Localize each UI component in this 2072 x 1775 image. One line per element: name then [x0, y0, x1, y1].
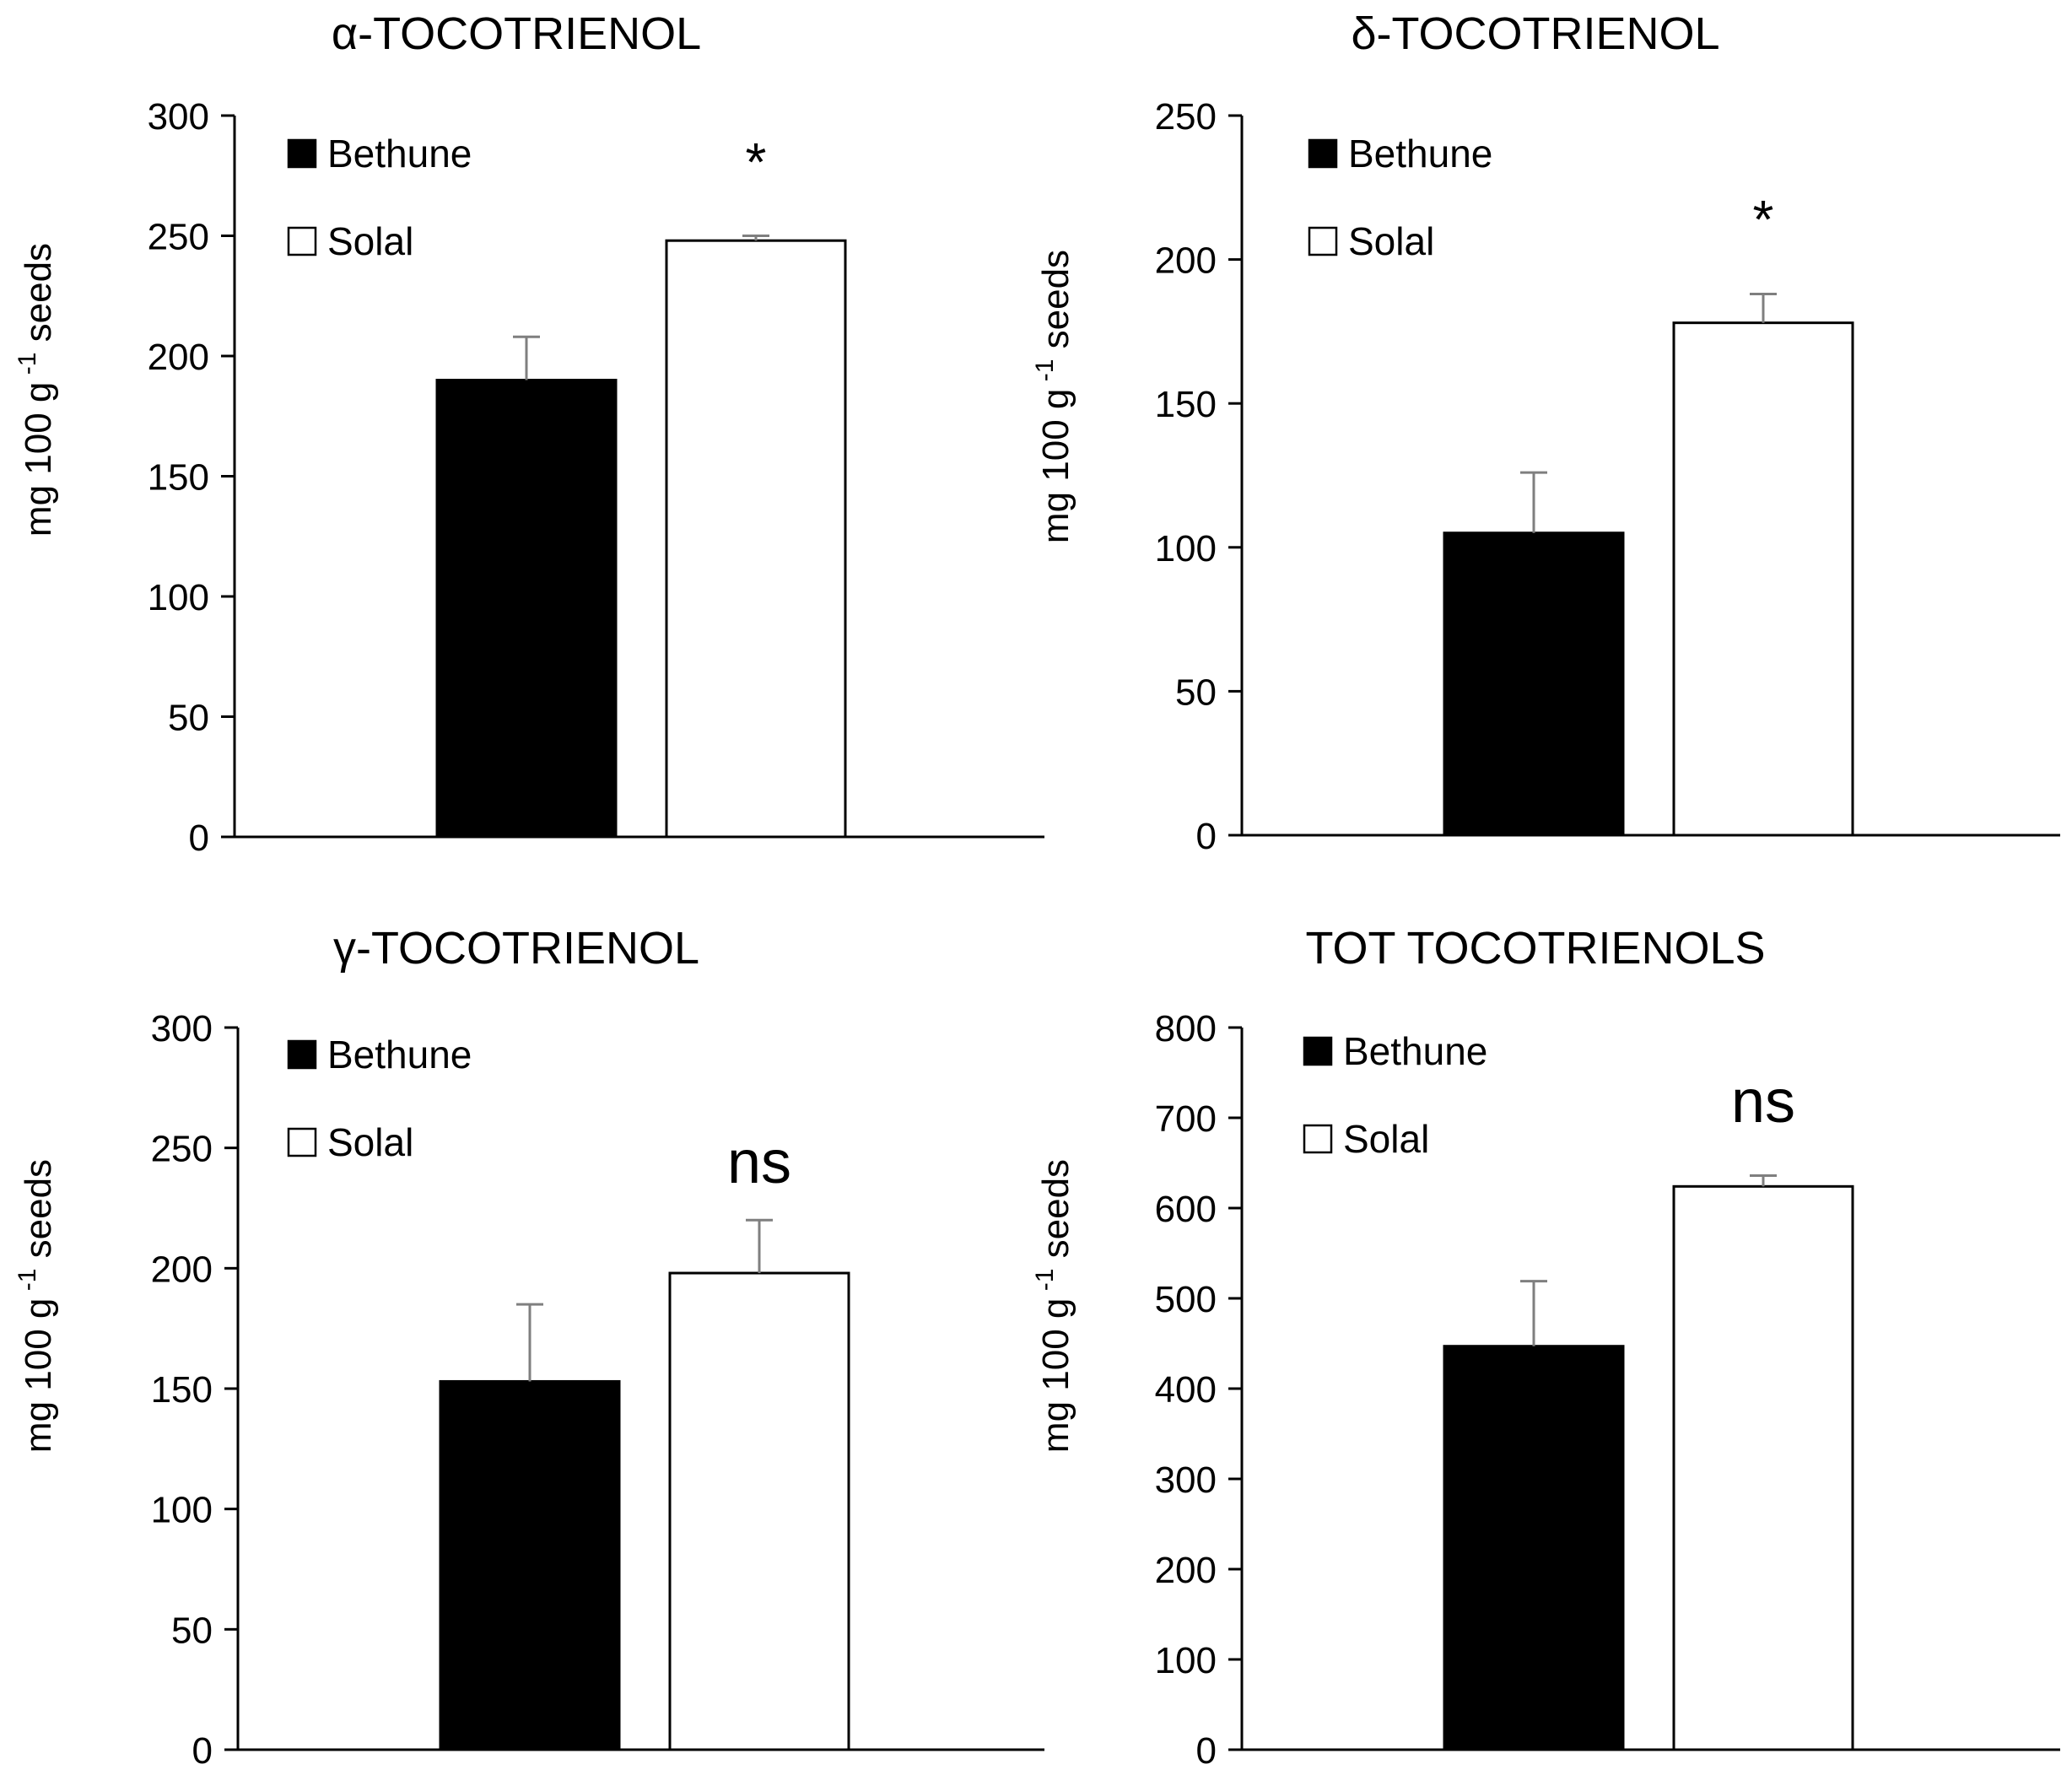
- y-tick-label: 700: [1155, 1098, 1217, 1140]
- chart-panel: γ-TOCOTRIENOL mg 100 g -1 seeds 0 50 100 150 2…: [13, 923, 1044, 1772]
- y-tick-label: 0: [1196, 1730, 1217, 1772]
- y-tick-label: 150: [151, 1369, 213, 1411]
- y-tick-label: 400: [1155, 1369, 1217, 1411]
- y-axis-label-main: mg 100 g: [1035, 389, 1076, 543]
- bar-bethune: [1443, 531, 1625, 837]
- significance-label: *: [1753, 189, 1774, 250]
- y-tick-label: 250: [1155, 96, 1217, 138]
- y-tick-label: 600: [1155, 1189, 1217, 1230]
- legend-label: Bethune: [327, 132, 472, 175]
- y-axis-label-main: mg 100 g: [18, 1298, 59, 1453]
- y-tick-label: 150: [148, 457, 209, 499]
- legend-swatch-bethune: [287, 1039, 317, 1070]
- y-tick-label: 0: [192, 1730, 213, 1772]
- y-tick-label: 300: [148, 96, 209, 138]
- y-axis-label-main: mg 100 g: [18, 382, 59, 537]
- chart-title: γ-TOCOTRIENOL: [333, 923, 699, 974]
- y-tick-label: 100: [148, 577, 209, 618]
- y-tick-label: 800: [1155, 1008, 1217, 1049]
- chart-title: δ-TOCOTRIENOL: [1351, 8, 1719, 59]
- legend-label: Bethune: [327, 1033, 472, 1076]
- y-axis-label: mg 100 g -1 seeds: [1031, 250, 1076, 543]
- legend-swatch-bethune: [1308, 138, 1338, 169]
- y-tick-label: 200: [151, 1249, 213, 1290]
- bar-solal: [665, 239, 847, 839]
- legend-swatch-bethune: [287, 138, 317, 169]
- y-tick-label: 100: [1155, 1640, 1217, 1681]
- legend-label: Solal: [327, 219, 413, 263]
- y-axis-label: mg 100 g -1 seeds: [1031, 1159, 1076, 1453]
- legend-label: Solal: [1343, 1117, 1429, 1161]
- legend-label: Bethune: [1348, 132, 1492, 175]
- chart-panel: TOT TOCOTRIENOLS mg 100 g -1 seeds 0 100 200…: [1031, 923, 2060, 1772]
- significance-label: ns: [1731, 1068, 1795, 1136]
- legend-label: Solal: [1348, 219, 1434, 263]
- y-axis-label-superscript: -1: [1031, 1269, 1059, 1298]
- bar-bethune: [439, 1379, 621, 1751]
- y-tick-label: 50: [1175, 672, 1217, 713]
- y-axis-label: mg 100 g -1 seeds: [13, 1159, 59, 1453]
- legend-swatch-solal: [1308, 226, 1338, 256]
- chart-panel: δ-TOCOTRIENOL mg 100 g -1 seeds 0 50 100 150 2…: [1031, 8, 2060, 857]
- legend-swatch-solal: [1303, 1124, 1333, 1154]
- y-tick-label: 100: [1155, 528, 1217, 569]
- y-axis-label-superscript: -1: [1031, 359, 1059, 389]
- bar-solal: [1672, 1184, 1854, 1751]
- y-axis-label-main: mg 100 g: [1035, 1298, 1076, 1453]
- legend-swatch-solal: [287, 226, 317, 256]
- y-tick-label: 250: [151, 1129, 213, 1170]
- y-axis-label: mg 100 g -1 seeds: [13, 243, 59, 537]
- bar-solal: [1672, 321, 1854, 837]
- y-tick-label: 300: [1155, 1459, 1217, 1501]
- y-tick-label: 200: [1155, 240, 1217, 282]
- bar-bethune: [435, 379, 618, 839]
- y-axis-label-suffix: seeds: [18, 1159, 59, 1269]
- significance-label: ns: [727, 1129, 791, 1196]
- y-axis-label-suffix: seeds: [1035, 1159, 1076, 1269]
- y-tick-label: 250: [148, 217, 209, 258]
- y-axis-label-suffix: seeds: [1035, 250, 1076, 359]
- y-axis-label-suffix: seeds: [18, 243, 59, 353]
- legend-label: Bethune: [1343, 1029, 1487, 1073]
- significance-label: *: [746, 132, 767, 192]
- y-tick-label: 0: [189, 817, 209, 859]
- chart-title: α-TOCOTRIENOL: [332, 8, 701, 59]
- chart-title: TOT TOCOTRIENOLS: [1305, 923, 1765, 974]
- y-tick-label: 50: [168, 698, 209, 739]
- y-tick-label: 200: [148, 337, 209, 378]
- y-tick-label: 150: [1155, 384, 1217, 425]
- y-tick-label: 500: [1155, 1279, 1217, 1320]
- y-axis-label-superscript: -1: [13, 1269, 41, 1298]
- y-axis-label-superscript: -1: [13, 353, 41, 382]
- chart-panel: α-TOCOTRIENOL mg 100 g -1 seeds 0 50 100 150 2…: [13, 8, 1044, 859]
- legend-label: Solal: [327, 1120, 413, 1164]
- y-tick-label: 50: [171, 1610, 213, 1651]
- y-tick-label: 300: [151, 1008, 213, 1049]
- y-tick-label: 200: [1155, 1550, 1217, 1591]
- bar-solal: [668, 1271, 850, 1751]
- legend-swatch-bethune: [1303, 1036, 1333, 1066]
- bar-bethune: [1443, 1345, 1625, 1751]
- legend-swatch-solal: [287, 1127, 317, 1157]
- y-tick-label: 100: [151, 1490, 213, 1531]
- y-tick-label: 0: [1196, 816, 1217, 857]
